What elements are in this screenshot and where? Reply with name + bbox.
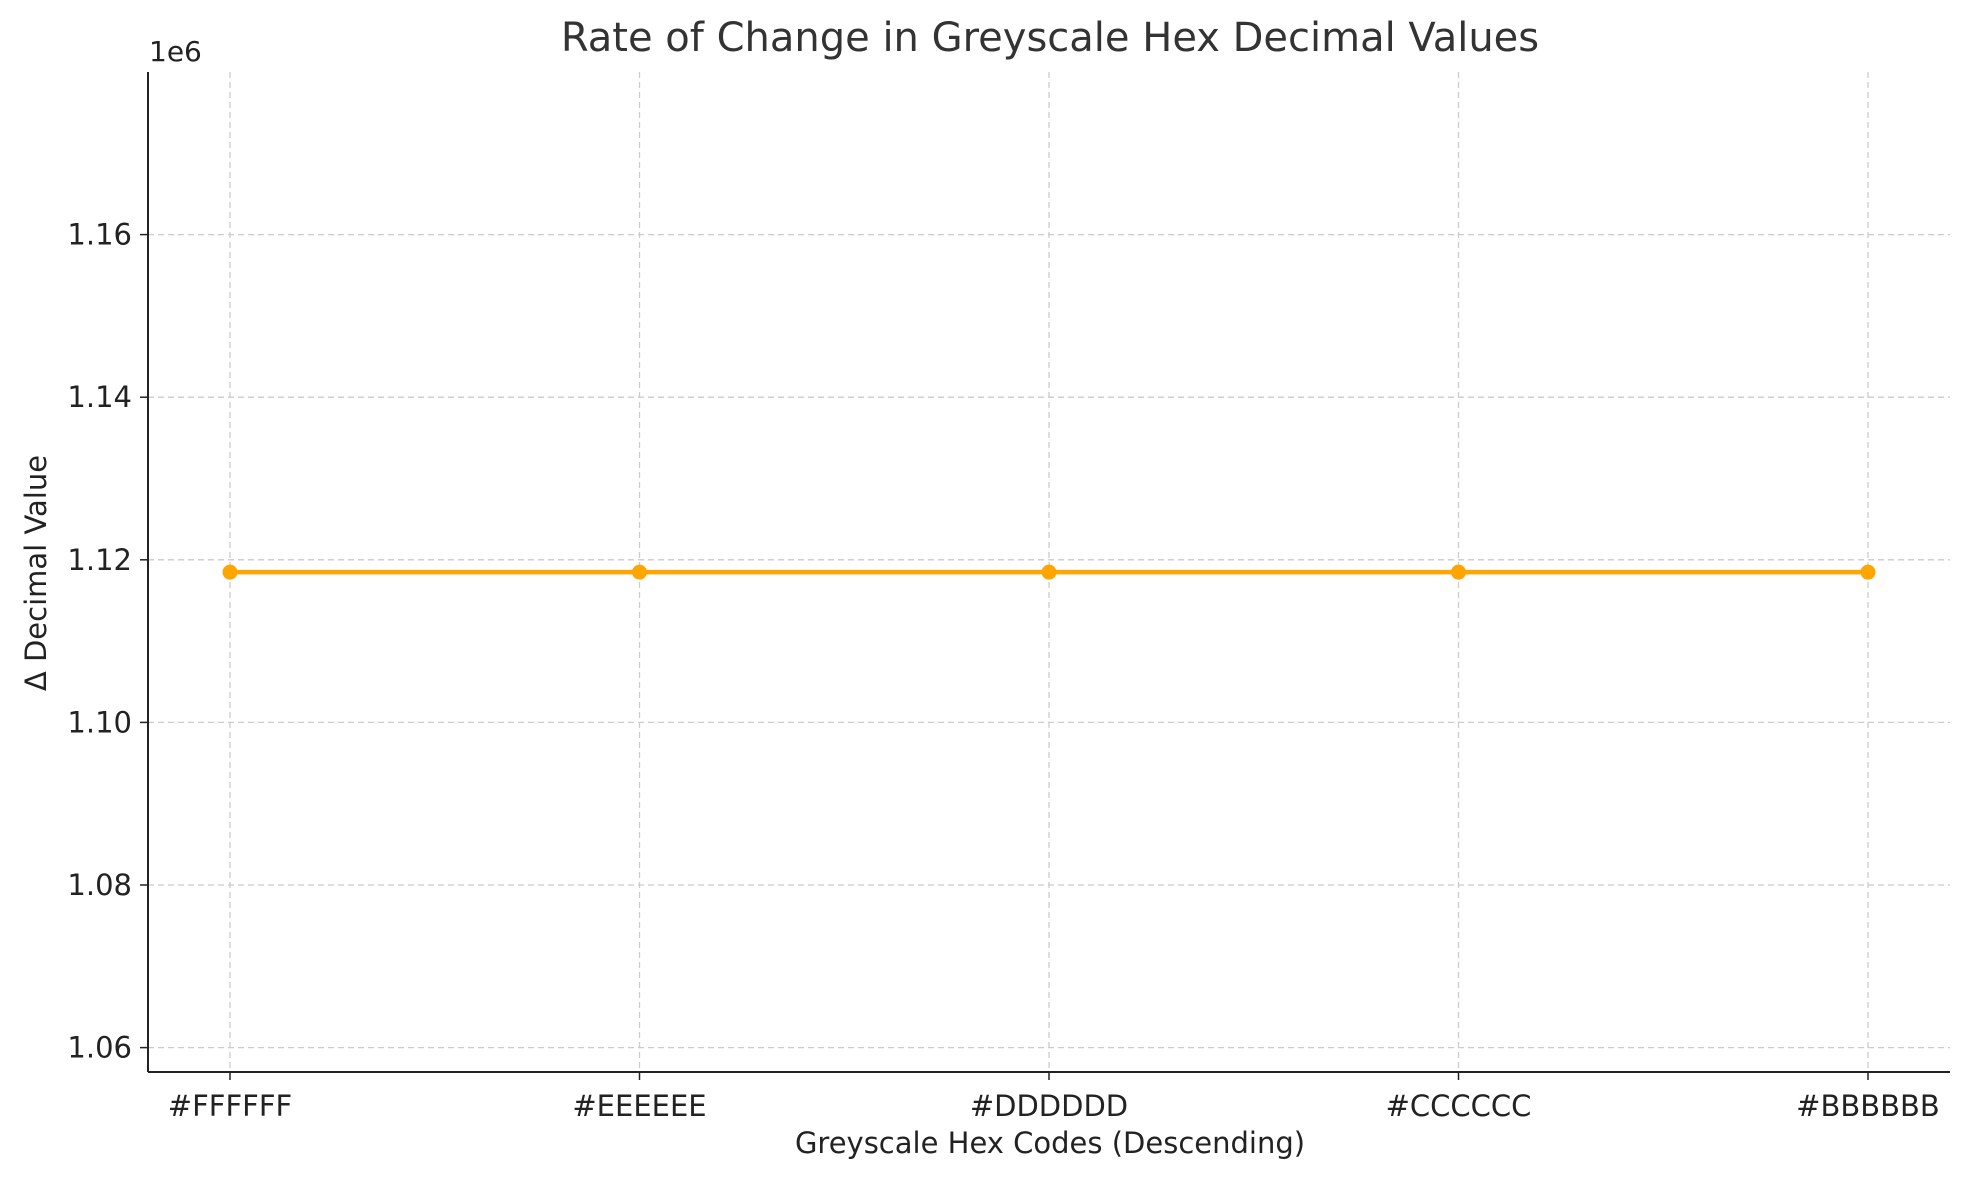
axes-layer — [140, 72, 1950, 1080]
y-tick-label: 1.14 — [67, 380, 132, 414]
chart-title: Rate of Change in Greyscale Hex Decimal … — [561, 15, 1539, 61]
data-point — [1041, 564, 1057, 580]
data-point — [632, 564, 647, 580]
x-tick-label: #DDDDDD — [970, 1089, 1128, 1123]
y-offset-label: 1e6 — [149, 35, 202, 68]
text-layer: Rate of Change in Greyscale Hex Decimal … — [19, 15, 1940, 1160]
y-tick-label: 1.06 — [67, 1031, 132, 1065]
x-tick-label: #CCCCCC — [1386, 1089, 1532, 1123]
data-point — [1451, 564, 1466, 580]
x-tick-label: #BBBBBB — [1796, 1089, 1940, 1123]
x-axis-label: Greyscale Hex Codes (Descending) — [795, 1126, 1305, 1160]
y-axis-label: Δ Decimal Value — [19, 455, 53, 691]
x-tick-label: #EEEEEE — [572, 1089, 706, 1123]
x-tick-label: #FFFFFF — [168, 1089, 292, 1123]
series-layer — [222, 564, 1876, 580]
data-point — [222, 564, 238, 580]
y-tick-label: 1.08 — [67, 868, 132, 902]
y-tick-label: 1.12 — [67, 543, 132, 577]
data-point — [1860, 564, 1876, 580]
y-tick-label: 1.10 — [67, 705, 132, 739]
y-tick-label: 1.16 — [67, 218, 132, 252]
